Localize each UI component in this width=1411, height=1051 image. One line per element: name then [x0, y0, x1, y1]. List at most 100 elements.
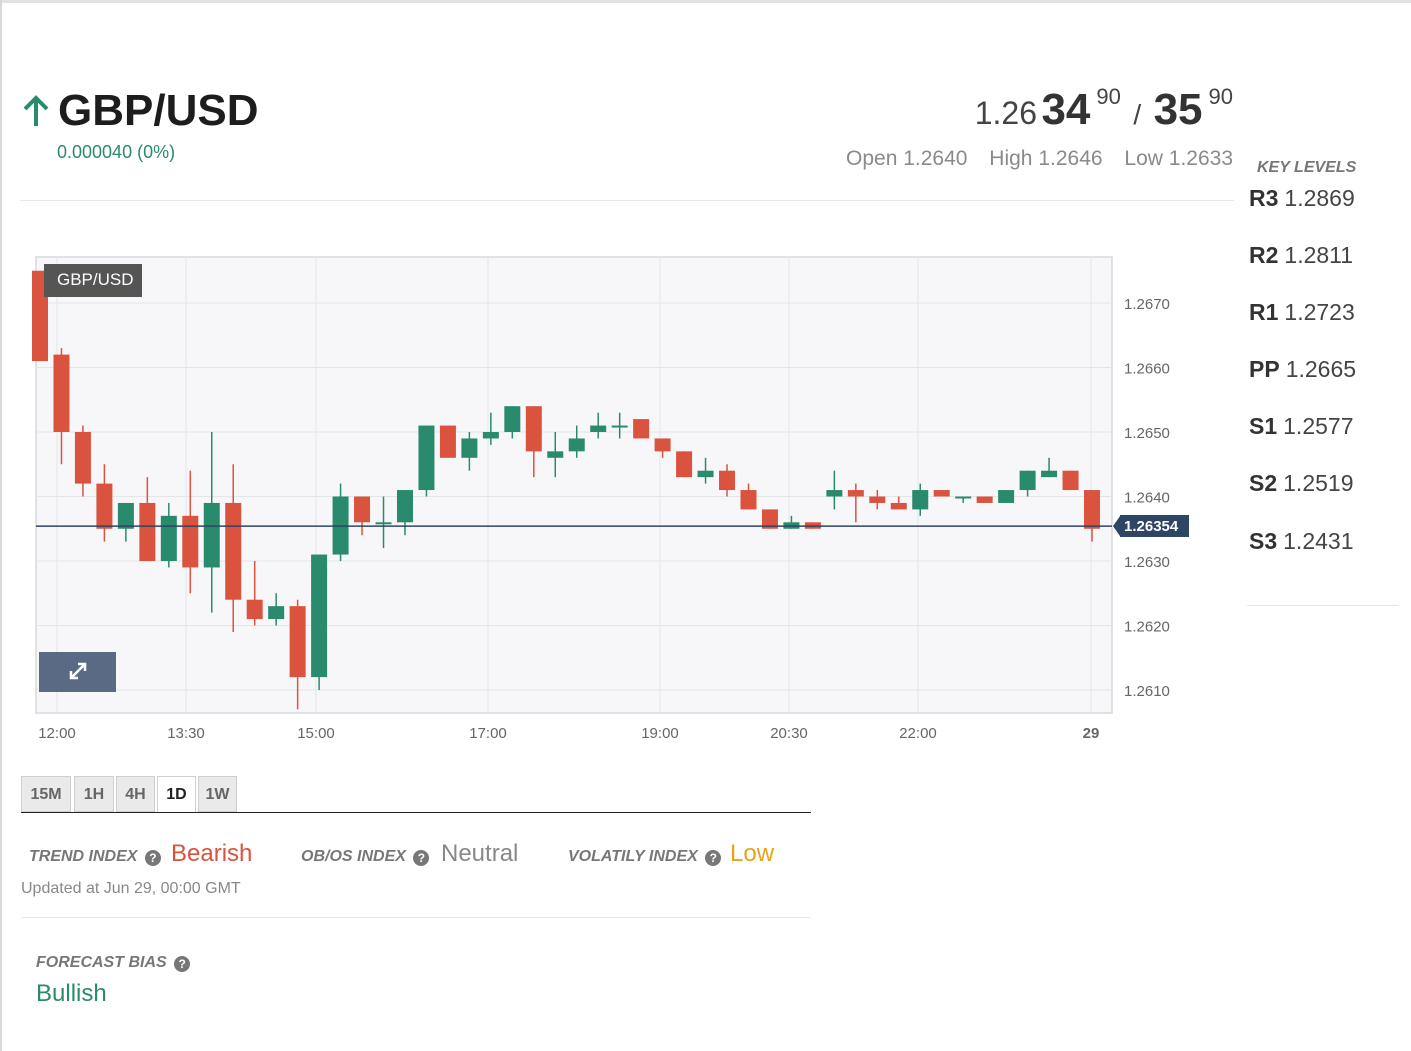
x-tick-label: 13:30: [167, 725, 205, 742]
key-level-r1: R1 1.2723: [1249, 299, 1355, 326]
tab-15m[interactable]: 15M: [21, 776, 71, 812]
key-level-s1: S1 1.2577: [1249, 413, 1354, 440]
volatility-index-text: VOLATILY INDEX: [568, 848, 698, 865]
level-name: R2: [1249, 242, 1279, 268]
candle-bear: [719, 470, 736, 491]
candle-bull: [955, 496, 972, 499]
key-levels-title: KEY LEVELS: [1257, 159, 1357, 176]
candle-bear: [182, 515, 199, 568]
trend-index-value: Bearish: [171, 840, 253, 867]
tab-1w[interactable]: 1W: [198, 776, 237, 812]
level-name: R3: [1249, 185, 1279, 211]
level-value: 1.2665: [1285, 356, 1357, 382]
candle-bull: [117, 502, 134, 529]
volatility-index-value: Low: [730, 840, 775, 867]
candle-bull: [203, 502, 220, 568]
candle-bear: [869, 496, 886, 503]
expand-icon: [69, 662, 87, 680]
question-icon[interactable]: ?: [413, 850, 430, 866]
x-tick-label: 19:00: [641, 725, 679, 742]
level-value: 1.2869: [1284, 185, 1355, 211]
candle-bear: [761, 509, 778, 529]
tab-1d[interactable]: 1D: [157, 776, 196, 813]
candle-bull: [375, 522, 392, 525]
candle-bear: [740, 490, 757, 510]
candle-bear: [933, 490, 950, 497]
candle-bull: [461, 438, 478, 458]
candle-bull: [611, 425, 628, 428]
low-value: Low 1.2633: [1124, 147, 1233, 170]
y-tick-label: 1.2640: [1124, 490, 1170, 507]
y-tick-label: 1.2650: [1124, 425, 1170, 442]
candle-bull: [912, 490, 929, 510]
question-icon[interactable]: ?: [144, 850, 161, 866]
x-tick-label: 15:00: [297, 725, 335, 742]
y-tick-label: 1.2620: [1124, 619, 1170, 636]
question-icon[interactable]: ?: [705, 850, 722, 866]
key-level-r2: R2 1.2811: [1249, 242, 1353, 269]
last-price-pointer: [1113, 516, 1120, 537]
candle-bull: [504, 406, 521, 432]
level-value: 1.2431: [1283, 528, 1354, 554]
key-level-s2: S2 1.2519: [1249, 470, 1354, 497]
candle-bull: [418, 425, 435, 491]
candle-bull: [568, 438, 585, 452]
y-tick-label: 1.2670: [1124, 296, 1170, 313]
price-change: 0.000040 (0%): [57, 142, 176, 162]
candle-bull: [826, 490, 843, 497]
candle-bull: [268, 606, 285, 620]
candle-bull: [311, 554, 328, 678]
x-tick-label: 29: [1083, 725, 1100, 742]
candle-bear: [96, 483, 113, 529]
open-value: Open 1.2640: [846, 147, 968, 170]
bid-fraction: 90: [1096, 84, 1121, 109]
key-level-pp: PP 1.2665: [1249, 356, 1356, 383]
candle-bear: [847, 490, 864, 497]
header-divider: [20, 200, 1234, 201]
last-price-tag: 1.26354: [1120, 515, 1189, 537]
question-icon[interactable]: ?: [174, 956, 191, 972]
level-name: S1: [1249, 413, 1278, 439]
obos-index-value: Neutral: [441, 840, 519, 867]
y-tick-label: 1.2610: [1124, 683, 1170, 700]
quote-separator: /: [1133, 99, 1142, 130]
trend-index-label: TREND INDEX ?: [29, 848, 161, 866]
candle-bear: [654, 438, 671, 452]
chart-symbol-tag: GBP/USD: [44, 264, 142, 297]
candlestick-chart[interactable]: 1.2670 1.2660 1.2650 1.2640 1.2630 1.2620 1.26…: [0, 0, 1200, 760]
candle-bear: [225, 502, 242, 600]
obos-index-label: OB/OS INDEX ?: [301, 848, 430, 866]
candle-bull: [160, 515, 177, 561]
arrow-up-icon: [23, 95, 49, 126]
tab-1h[interactable]: 1H: [74, 776, 114, 812]
candle-bull: [547, 451, 564, 458]
key-level-s3: S3 1.2431: [1249, 528, 1354, 555]
bid-pips: 34: [1041, 85, 1091, 134]
quote-display: 1.26 34 90 / 35 90: [975, 84, 1233, 135]
key-level-r3: R3 1.2869: [1249, 185, 1355, 212]
candle-bear: [525, 406, 542, 452]
tab-4h[interactable]: 4H: [116, 776, 155, 812]
y-tick-label: 1.2660: [1124, 361, 1170, 378]
level-value: 1.2519: [1283, 470, 1354, 496]
level-name: R1: [1249, 299, 1279, 325]
key-levels-divider: [1247, 605, 1399, 606]
y-tick-label: 1.2630: [1124, 554, 1170, 571]
x-tick-label: 20:30: [770, 725, 808, 742]
candle-bear: [74, 432, 91, 484]
candle-bear: [439, 425, 456, 458]
forecast-bias-value: Bullish: [36, 980, 107, 1007]
page-title: GBP/USD: [58, 86, 259, 135]
forecast-bias-text: FORECAST BIAS: [36, 954, 167, 971]
level-name: S2: [1249, 470, 1278, 496]
level-value: 1.2577: [1283, 413, 1354, 439]
chart-plot-area: [35, 256, 1113, 714]
bid-base: 1.26: [974, 95, 1037, 131]
candle-bull: [697, 470, 714, 478]
expand-chart-button[interactable]: [39, 652, 116, 692]
x-tick-label: 17:00: [469, 725, 507, 742]
obos-index-text: OB/OS INDEX: [301, 848, 406, 865]
candle-bull: [998, 490, 1015, 503]
candle-bull: [590, 425, 607, 432]
top-divider: [0, 0, 1411, 3]
